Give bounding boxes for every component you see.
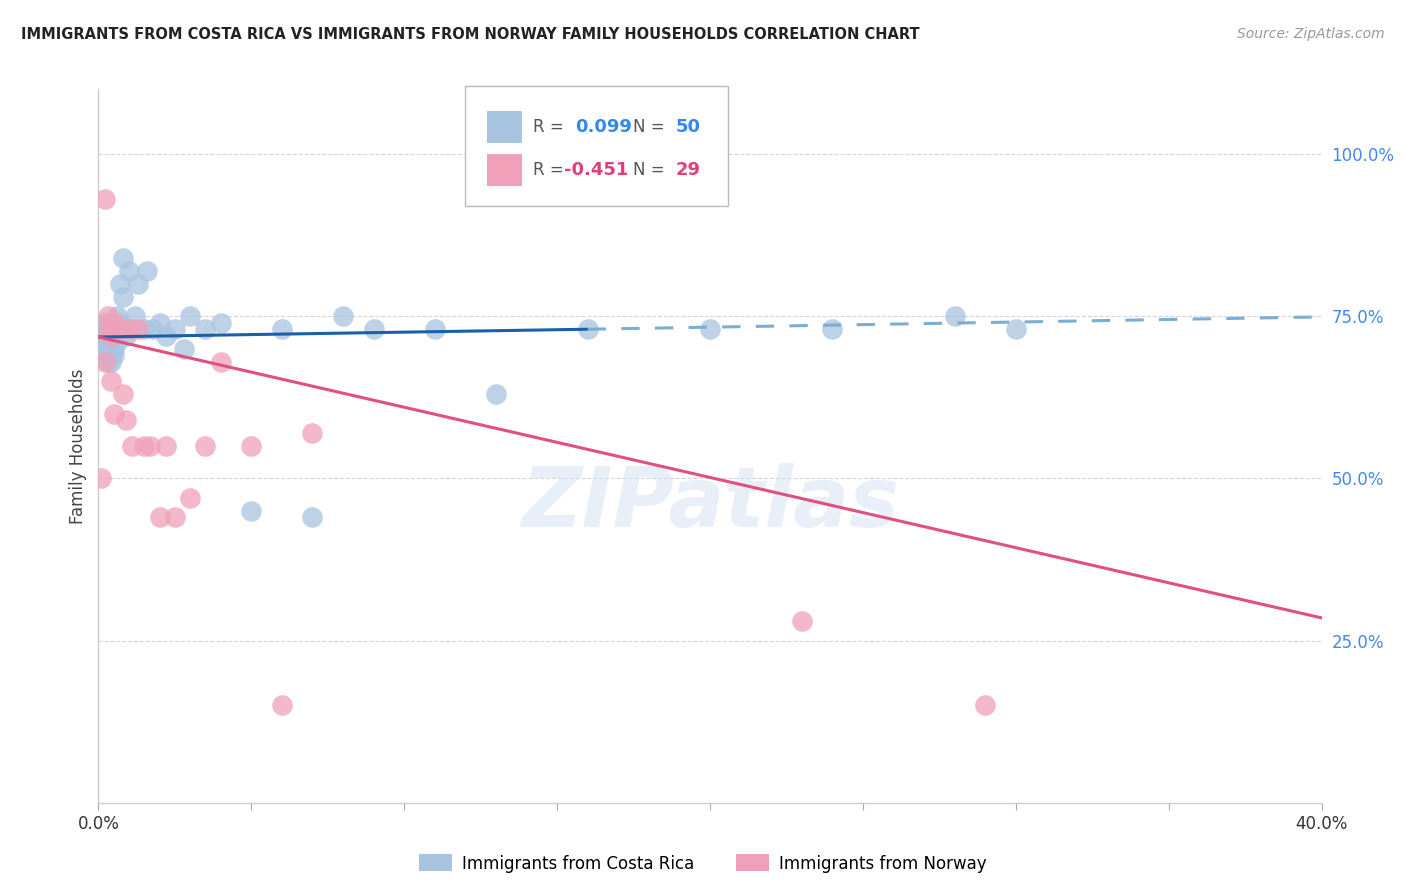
Point — [127, 277, 149, 291]
Point — [93, 316, 115, 330]
Point — [111, 387, 134, 401]
Legend: Immigrants from Costa Rica, Immigrants from Norway: Immigrants from Costa Rica, Immigrants f… — [412, 847, 994, 880]
Point — [90, 322, 112, 336]
Point — [301, 425, 323, 440]
Point — [118, 322, 141, 336]
Point — [209, 354, 232, 368]
Text: -0.451: -0.451 — [564, 161, 628, 178]
Point — [100, 328, 122, 343]
Point — [115, 413, 138, 427]
Point — [155, 439, 177, 453]
Point — [240, 504, 263, 518]
Point — [97, 328, 120, 343]
Point — [699, 322, 721, 336]
Point — [149, 510, 172, 524]
Point — [142, 322, 165, 336]
Point — [149, 316, 172, 330]
Point — [111, 251, 134, 265]
Point — [105, 322, 128, 336]
Point — [90, 471, 112, 485]
Point — [103, 407, 125, 421]
Point — [576, 322, 599, 336]
Text: ZIPatlas: ZIPatlas — [522, 463, 898, 543]
Point — [105, 310, 128, 324]
Point — [115, 328, 138, 343]
Point — [108, 316, 131, 330]
Point — [103, 328, 125, 343]
Text: N =: N = — [633, 161, 669, 178]
Point — [124, 310, 146, 324]
Point — [173, 342, 195, 356]
Point — [209, 316, 232, 330]
Text: R =: R = — [533, 161, 568, 178]
Point — [155, 328, 177, 343]
Point — [100, 348, 122, 362]
Point — [103, 348, 125, 362]
Text: 29: 29 — [676, 161, 700, 178]
Point — [97, 322, 120, 336]
Text: 50: 50 — [676, 118, 700, 136]
Point — [100, 374, 122, 388]
Point — [108, 322, 131, 336]
Point — [194, 439, 217, 453]
Point — [332, 310, 354, 324]
Point — [103, 316, 125, 330]
Point — [93, 335, 115, 350]
Point — [100, 354, 122, 368]
Point — [163, 510, 186, 524]
Point — [97, 342, 120, 356]
Point — [485, 387, 508, 401]
Point — [108, 277, 131, 291]
Text: Source: ZipAtlas.com: Source: ZipAtlas.com — [1237, 27, 1385, 41]
Point — [270, 698, 292, 713]
Point — [97, 354, 120, 368]
Point — [363, 322, 385, 336]
Text: 0.099: 0.099 — [575, 118, 633, 136]
Point — [301, 510, 323, 524]
Point — [179, 491, 201, 505]
Point — [100, 335, 122, 350]
Point — [134, 322, 156, 336]
Point — [790, 614, 813, 628]
Point — [270, 322, 292, 336]
Point — [97, 322, 120, 336]
Point — [121, 322, 143, 336]
Point — [1004, 322, 1026, 336]
Point — [943, 310, 966, 324]
Y-axis label: Family Households: Family Households — [69, 368, 87, 524]
Text: R =: R = — [533, 118, 568, 136]
Text: IMMIGRANTS FROM COSTA RICA VS IMMIGRANTS FROM NORWAY FAMILY HOUSEHOLDS CORRELATI: IMMIGRANTS FROM COSTA RICA VS IMMIGRANTS… — [21, 27, 920, 42]
Point — [974, 698, 997, 713]
FancyBboxPatch shape — [488, 153, 522, 186]
Point — [118, 264, 141, 278]
Point — [163, 322, 186, 336]
Point — [100, 316, 122, 330]
FancyBboxPatch shape — [465, 86, 728, 205]
Point — [105, 335, 128, 350]
Point — [127, 322, 149, 336]
Point — [134, 439, 156, 453]
Point — [136, 264, 159, 278]
Point — [93, 193, 115, 207]
Point — [103, 342, 125, 356]
Point — [179, 310, 201, 324]
Point — [194, 322, 217, 336]
Point — [90, 342, 112, 356]
Point — [93, 354, 115, 368]
Point — [240, 439, 263, 453]
Point — [423, 322, 446, 336]
Point — [821, 322, 844, 336]
Point — [97, 310, 120, 324]
Point — [121, 439, 143, 453]
Text: N =: N = — [633, 118, 669, 136]
FancyBboxPatch shape — [488, 111, 522, 143]
Point — [93, 328, 115, 343]
Point — [139, 439, 162, 453]
Point — [103, 322, 125, 336]
Point — [111, 290, 134, 304]
